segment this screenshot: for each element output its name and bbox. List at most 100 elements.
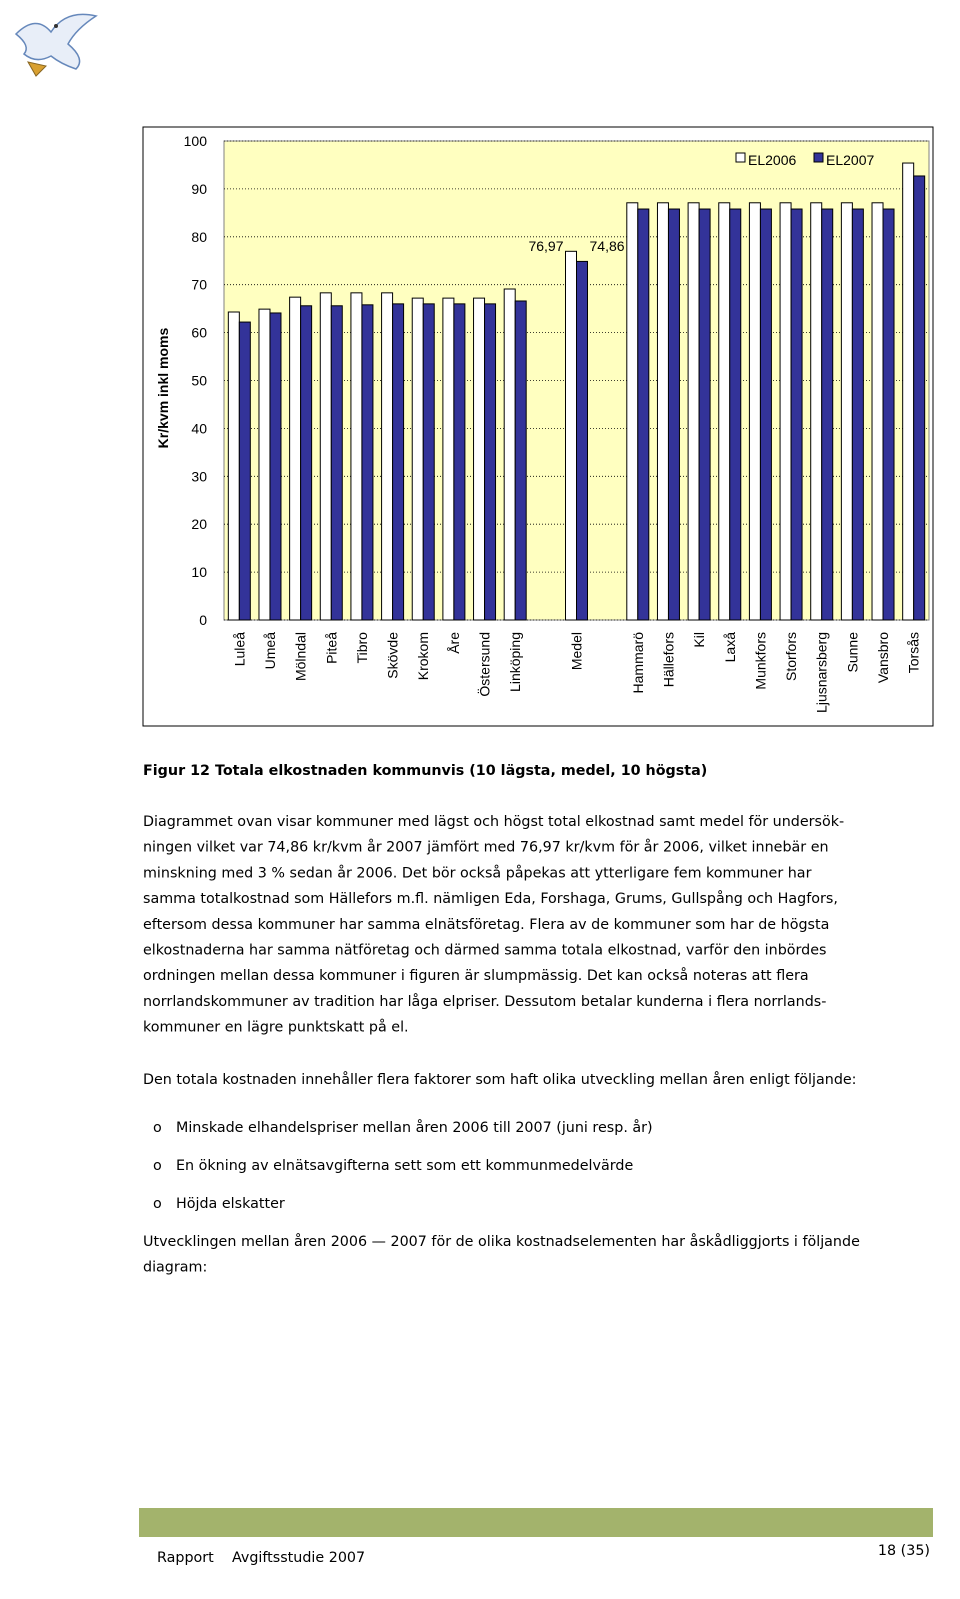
bar — [851, 208, 864, 621]
bar — [319, 292, 332, 621]
footer-title: Rapport Avgiftsstudie 2007 — [157, 1550, 365, 1566]
figure-caption: Figur 12 Totala elkostnaden kommunvis (1… — [143, 763, 707, 779]
y-tick-label: 50 — [191, 373, 207, 389]
closing-line: Utvecklingen mellan åren 2006 — 2007 för… — [143, 1233, 860, 1250]
bar — [330, 305, 343, 621]
bar — [258, 308, 271, 621]
y-tick-label: 10 — [191, 564, 207, 580]
bar — [821, 208, 834, 621]
bar — [790, 208, 803, 621]
bar — [637, 208, 650, 621]
legend-label: EL2006 — [748, 152, 796, 168]
bar — [902, 162, 915, 621]
legend-swatch — [735, 152, 746, 163]
bar — [473, 297, 486, 621]
x-tick-label: Hällefors — [660, 632, 676, 687]
bar — [687, 202, 700, 621]
x-tick-label: Munkfors — [752, 632, 768, 690]
bar — [503, 288, 516, 621]
bar — [729, 208, 742, 621]
paragraph-line: eftersom dessa kommuner har samma elnäts… — [143, 917, 829, 933]
bar — [289, 296, 302, 621]
bullet-text: Minskade elhandelspriser mellan åren 200… — [176, 1119, 653, 1136]
bullet-marker: o — [153, 1158, 162, 1174]
paragraph-line: ningen vilket var 74,86 kr/kvm år 2007 j… — [143, 839, 829, 856]
paragraph-line: norrlandskommuner av tradition har låga … — [143, 993, 826, 1010]
bar — [422, 303, 435, 621]
x-tick-label: Sunne — [844, 632, 860, 673]
y-tick-label: 90 — [191, 181, 207, 197]
bar — [300, 305, 313, 621]
bullet-marker: o — [153, 1196, 162, 1212]
y-tick-label: 0 — [199, 612, 207, 628]
x-tick-label: Åre — [446, 632, 462, 654]
bar — [698, 208, 711, 621]
logo — [14, 13, 98, 77]
bar — [453, 303, 466, 621]
value-label: 76,97 — [528, 238, 563, 254]
paragraph-line: minskning med 3 % sedan år 2006. Det bör… — [143, 864, 812, 881]
bar — [810, 202, 823, 621]
bar — [350, 292, 363, 621]
bar — [718, 202, 731, 621]
bar — [381, 292, 394, 621]
y-tick-label: 40 — [191, 420, 207, 436]
x-tick-label: Krokom — [415, 632, 431, 680]
bullet-text: En ökning av elnätsavgifterna sett som e… — [176, 1158, 633, 1174]
x-tick-label: Umeå — [262, 632, 278, 670]
footer-bar — [139, 1508, 933, 1537]
y-axis-label: Kr/kvm inkl moms — [155, 327, 171, 448]
bar — [759, 208, 772, 621]
page-number: 18 (35) — [878, 1543, 930, 1559]
paragraph-line: kommuner en lägre punktskatt på el. — [143, 1019, 409, 1036]
x-tick-label: Torsås — [906, 632, 922, 673]
y-tick-label: 30 — [191, 468, 207, 484]
x-tick-label: Östersund — [476, 632, 493, 697]
x-tick-label: Piteå — [323, 632, 339, 664]
x-tick-label: Skövde — [385, 632, 401, 679]
x-tick-label: Tibro — [354, 632, 370, 664]
bar — [871, 202, 884, 621]
bar — [361, 304, 374, 621]
bar — [565, 250, 577, 621]
bullet-text: Höjda elskatter — [176, 1196, 285, 1212]
y-tick-label: 20 — [191, 516, 207, 532]
paragraph-line: Diagrammet ovan visar kommuner med lägst… — [143, 814, 844, 830]
paragraph-line: ordningen mellan dessa kommuner i figure… — [143, 967, 809, 984]
bar — [656, 202, 669, 621]
x-tick-label: Luleå — [231, 632, 247, 666]
bar — [882, 208, 895, 621]
intro: Den totala kostnaden innehåller flera fa… — [143, 1071, 857, 1088]
x-tick-label: Laxå — [722, 632, 738, 663]
x-tick-label: Medel — [569, 632, 585, 670]
paragraph-line: elkostnaderna har samma nätföretag och d… — [143, 943, 827, 959]
closing-line: diagram: — [143, 1260, 207, 1276]
x-tick-label: Hammarö — [630, 632, 646, 694]
bar — [748, 202, 761, 621]
bar — [392, 303, 405, 621]
y-tick-label: 80 — [191, 229, 207, 245]
x-tick-label: Linköping — [507, 632, 523, 692]
y-tick-label: 60 — [191, 325, 207, 341]
y-tick-label: 70 — [191, 277, 207, 293]
value-label: 74,86 — [590, 238, 625, 254]
bar — [227, 311, 240, 621]
bar — [840, 202, 853, 621]
bar — [779, 202, 792, 621]
bar — [667, 208, 680, 621]
y-tick-label: 100 — [184, 133, 208, 149]
bar — [411, 297, 424, 621]
x-tick-label: Vansbro — [875, 632, 891, 683]
bar — [269, 312, 282, 621]
x-tick-label: Mölndal — [293, 632, 309, 681]
paragraph-line: samma totalkostnad som Hällefors m.fl. n… — [143, 890, 838, 907]
x-tick-label: Ljusnarsberg — [814, 632, 830, 713]
legend-swatch — [813, 152, 824, 163]
x-tick-label: Storfors — [783, 632, 799, 681]
bar — [913, 175, 926, 621]
legend-label: EL2007 — [826, 152, 874, 168]
bar — [442, 297, 455, 621]
bar — [514, 300, 527, 621]
bar — [484, 303, 497, 621]
